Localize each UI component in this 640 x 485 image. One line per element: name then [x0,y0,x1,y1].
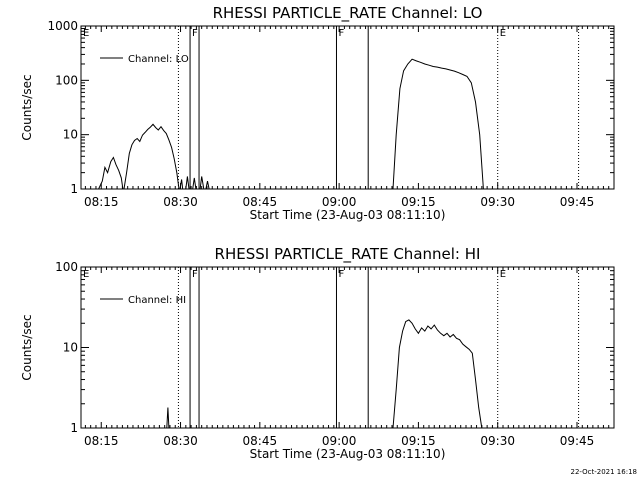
hi-y-tick-label: 10 [63,341,78,355]
lo-x-tick-label: 08:15 [84,195,119,209]
lo-series-line [179,179,184,190]
lo-x-tick-label: 09:30 [480,195,515,209]
lo-series-line [205,181,210,190]
lo-series-line [98,156,124,190]
lo-chart-title: RHESSI PARTICLE_RATE Channel: LO [213,4,483,23]
hi-x-tick-label: 09:00 [322,434,357,448]
lo-legend-label: Channel: LO [128,54,189,65]
lo-x-axis-label: Start Time (23-Aug-03 08:11:10) [250,208,446,222]
hi-x-axis-label: Start Time (23-Aug-03 08:11:10) [250,447,446,461]
lo-series-line [192,177,197,190]
lo-x-tick-label: 09:15 [401,195,436,209]
lo-y-tick-label: 10 [63,128,78,142]
hi-x-tick-label: 09:30 [480,434,515,448]
lo-y-tick-label: 1 [70,182,78,196]
lo-series-line [185,176,190,190]
lo-series-line [392,58,484,190]
lo-event-marker-label: E [500,28,506,39]
hi-x-tick-label: 09:15 [401,434,436,448]
lo-x-tick-label: 09:00 [322,195,357,209]
hi-x-tick-label: 08:30 [163,434,198,448]
hi-plot-frame [80,266,615,429]
lo-x-tick-label: 09:45 [560,195,595,209]
timestamp: 22-Oct-2021 16:18 [571,468,637,476]
hi-event-marker-label: F [192,269,198,280]
hi-chart-title: RHESSI PARTICLE_RATE Channel: HI [215,245,481,264]
hi-event-marker-label: F [338,269,344,280]
hi-y-axis-label: Counts/sec [20,314,34,380]
lo-y-tick-label: 100 [55,73,78,87]
hi-y-tick-label: 100 [55,260,78,274]
lo-event-marker-label: F [338,28,344,39]
lo-y-tick-label: 1000 [47,19,78,33]
hi-series-line [392,319,483,429]
lo-event-marker-label: E [83,28,89,39]
lo-series-line [199,176,205,190]
lo-x-tick-label: 08:30 [163,195,198,209]
hi-y-tick-label: 1 [70,421,78,435]
hi-x-tick-label: 09:45 [560,434,595,448]
hi-x-tick-label: 08:45 [243,434,278,448]
lo-event-marker-label: F [192,28,198,39]
lo-plot-frame [80,25,615,190]
hi-x-tick-label: 08:15 [84,434,119,448]
lo-x-tick-label: 08:45 [243,195,278,209]
lo-y-axis-label: Counts/sec [20,74,34,140]
hi-series-line [166,407,170,429]
hi-legend-label: Channel: HI [128,295,186,306]
lo-series-line [123,123,180,190]
hi-event-marker-label: E [500,269,506,280]
hi-event-marker-label: E [83,269,89,280]
